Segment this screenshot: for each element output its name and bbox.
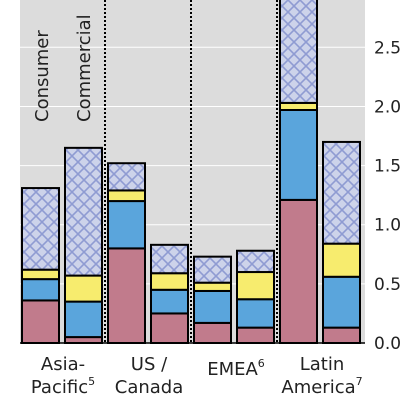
bar-segment — [279, 101, 318, 111]
bar-segment — [193, 321, 232, 344]
bar-segment — [193, 255, 232, 284]
bar-segment — [21, 278, 60, 302]
x-group-label: Canada — [115, 377, 184, 398]
bar-segment — [21, 268, 60, 281]
y-tick-label: 0.0 — [374, 334, 401, 354]
bar-segment — [236, 326, 275, 345]
group-separators — [104, 0, 278, 343]
y-tick-label: 1.5 — [374, 157, 401, 177]
y-tick-label: 1.0 — [374, 216, 401, 236]
bar-segment — [150, 243, 189, 275]
bar-segment — [64, 300, 103, 339]
bar-segment — [322, 140, 361, 245]
x-axis-labels: Asia-Pacific5 US /Canada EMEA6 LatinAmerica… — [31, 354, 363, 398]
bar-segment — [193, 289, 232, 324]
x-group-label: Pacific5 — [31, 375, 95, 398]
bar-segment — [150, 288, 189, 315]
bar-segment — [322, 242, 361, 278]
x-group-label: Asia- — [41, 354, 85, 375]
subgroup-label: Commercial — [74, 14, 95, 122]
y-tick-label: 2.5 — [374, 38, 401, 58]
bar-segment — [279, 108, 318, 201]
bar-segment — [107, 247, 146, 344]
bar-segment — [322, 326, 361, 345]
bar-segment — [236, 271, 275, 301]
x-group-label: America7 — [281, 375, 362, 398]
bar-segment — [279, 0, 318, 104]
subgroup-label: Consumer — [32, 30, 53, 122]
bar-segment — [107, 162, 146, 192]
x-group-label: Latin — [300, 354, 345, 375]
bar-segment — [193, 281, 232, 292]
bar-segment — [322, 275, 361, 329]
bar-segment — [21, 299, 60, 344]
bar-segment — [150, 312, 189, 344]
bar-segment — [236, 298, 275, 329]
bar-segment — [150, 272, 189, 291]
y-axis-ticks: 0.0 0.5 1.0 1.5 2.0 2.5 — [374, 38, 401, 354]
y-tick-label: 2.0 — [374, 97, 401, 117]
subgroup-labels: Consumer Commercial — [32, 14, 95, 122]
y-tick-label: 0.5 — [374, 275, 401, 295]
bar-segment — [236, 249, 275, 274]
x-group-label: US / — [131, 354, 168, 375]
bar-segment — [279, 198, 318, 344]
bar-segment — [107, 200, 146, 250]
bar-segment — [64, 146, 103, 277]
x-group-label: EMEA6 — [207, 357, 265, 380]
bar-segment — [64, 274, 103, 303]
bar-segment — [21, 187, 60, 271]
bar-segment — [107, 189, 146, 203]
bars — [20, 0, 365, 345]
